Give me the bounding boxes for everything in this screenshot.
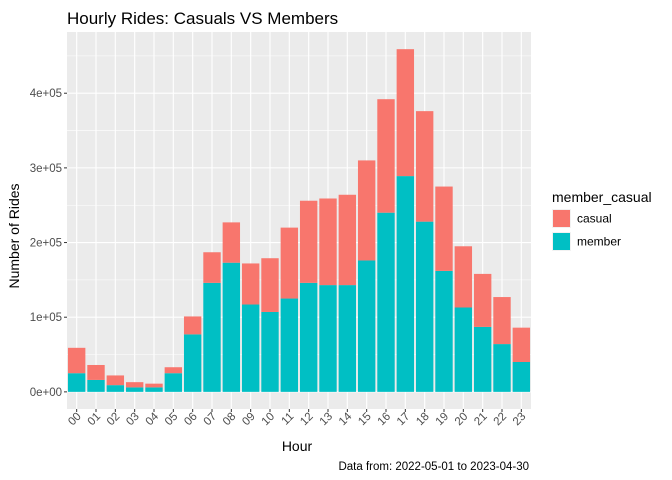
- bar-casual: [473, 273, 492, 327]
- bar-member: [145, 387, 163, 392]
- legend-title: member_casual: [552, 189, 652, 205]
- bar-member: [357, 260, 376, 392]
- legend-label-member: member: [577, 235, 621, 249]
- bar-casual: [280, 227, 299, 299]
- bar-member: [125, 387, 144, 392]
- bar-member: [512, 362, 531, 392]
- bar-casual: [203, 252, 221, 283]
- y-tick-label: 3e+05: [30, 163, 62, 175]
- bar-member: [280, 298, 299, 392]
- x-tick-label: 01: [86, 411, 104, 429]
- legend-swatch-casual: [553, 210, 570, 227]
- x-tick-label: 09: [240, 411, 258, 429]
- panel-background: [67, 32, 531, 409]
- bar-member: [261, 311, 279, 392]
- bar-member: [183, 334, 202, 392]
- bar-casual: [125, 382, 144, 388]
- bar-casual: [396, 49, 415, 177]
- x-tick-label: 18: [414, 411, 432, 429]
- bar-member: [164, 373, 183, 392]
- bar-member: [106, 385, 125, 392]
- bar-member: [67, 373, 86, 392]
- bar-member: [338, 285, 357, 392]
- y-tick-label: 2e+05: [30, 238, 62, 250]
- bar-member: [222, 262, 241, 392]
- bar-casual: [183, 316, 202, 335]
- bar-casual: [377, 99, 395, 213]
- bar-casual: [164, 367, 183, 374]
- bar-member: [415, 221, 434, 392]
- bar-casual: [299, 200, 318, 283]
- bar-casual: [67, 347, 86, 374]
- bar-casual: [222, 222, 241, 263]
- bar-member: [241, 304, 260, 392]
- bar-casual: [261, 258, 279, 312]
- x-tick-label: 17: [395, 411, 413, 429]
- bar-member: [203, 282, 221, 392]
- x-tick-label: 06: [182, 411, 200, 429]
- bar-casual: [435, 186, 453, 271]
- x-tick-label: 04: [144, 410, 162, 428]
- x-tick-label: 11: [280, 411, 297, 428]
- x-tick-label: 23: [511, 411, 529, 429]
- bar-casual: [357, 160, 376, 261]
- bar-member: [493, 344, 511, 392]
- bar-casual: [338, 194, 357, 286]
- legend-swatch-member: [553, 233, 570, 250]
- bar-casual: [415, 111, 434, 222]
- x-tick-label: 21: [472, 411, 490, 429]
- x-tick-label: 12: [298, 411, 316, 429]
- y-axis-title: Number of Rides: [6, 183, 22, 288]
- bar-casual: [145, 383, 163, 388]
- x-tick-label: 10: [260, 411, 278, 429]
- x-tick-label: 19: [434, 411, 452, 429]
- bar-member: [87, 379, 105, 392]
- y-tick-label: 0e+00: [30, 387, 62, 399]
- bar-member: [454, 307, 473, 392]
- bar-casual: [454, 246, 473, 308]
- bar-casual: [241, 263, 260, 305]
- bar-casual: [512, 327, 531, 363]
- y-tick-label: 1e+05: [30, 312, 62, 324]
- x-axis-title: Hour: [282, 438, 313, 454]
- x-tick-label: 22: [492, 411, 510, 429]
- bar-member: [396, 176, 415, 392]
- caption: Data from: 2022-05-01 to 2023-04-30: [338, 461, 529, 473]
- x-tick-label: 05: [163, 411, 181, 429]
- x-tick-label: 02: [105, 411, 123, 429]
- x-tick-label: 20: [453, 411, 471, 429]
- x-tick-label: 14: [337, 410, 355, 428]
- bar-casual: [493, 297, 511, 345]
- x-tick-label: 15: [356, 411, 374, 429]
- y-tick-label: 4e+05: [30, 88, 62, 100]
- bar-casual: [319, 198, 337, 286]
- bar-member: [435, 270, 453, 392]
- x-tick-label: 08: [221, 411, 239, 429]
- bar-member: [377, 212, 395, 392]
- x-tick-label: 07: [202, 411, 220, 429]
- x-tick-label: 00: [66, 411, 84, 429]
- legend: member_casual casual member: [552, 189, 652, 251]
- bar-member: [473, 326, 492, 392]
- legend-label-casual: casual: [577, 212, 612, 226]
- chart-title: Hourly Rides: Casuals VS Members: [67, 9, 338, 28]
- bar-member: [299, 282, 318, 392]
- x-tick-label: 13: [318, 411, 336, 429]
- bar-casual: [87, 364, 105, 380]
- bar-member: [319, 285, 337, 392]
- x-tick-label: 16: [376, 411, 394, 429]
- x-tick-label: 03: [124, 411, 142, 429]
- bar-casual: [106, 375, 125, 386]
